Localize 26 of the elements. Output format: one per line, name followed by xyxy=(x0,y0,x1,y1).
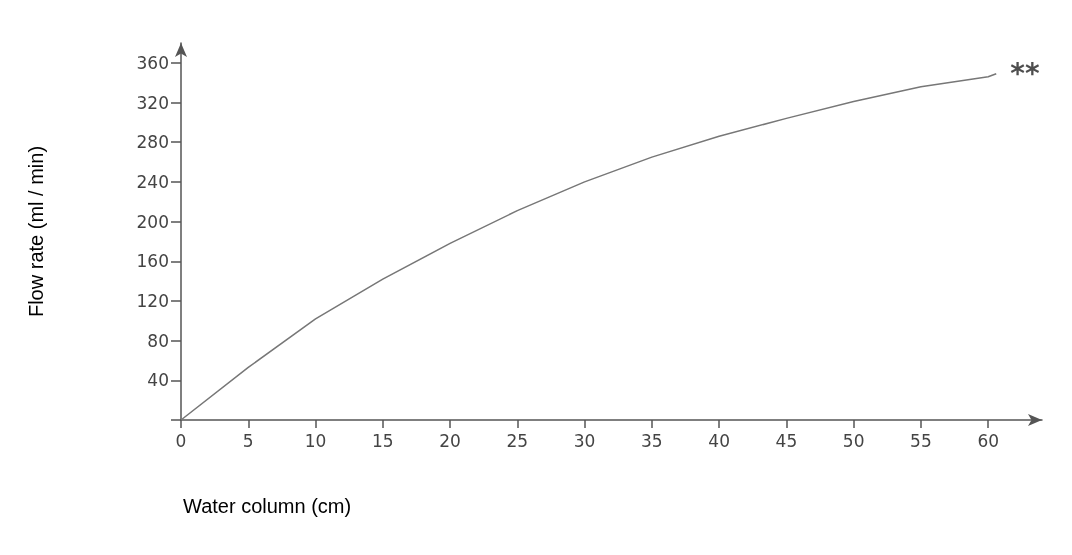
line-series xyxy=(180,73,998,421)
x-tick-label: 10 xyxy=(304,430,327,451)
annotation: ** xyxy=(1010,57,1040,91)
x-tick-label: 50 xyxy=(842,430,865,451)
x-tick-label: 5 xyxy=(242,430,254,451)
y-tick-label: 280 xyxy=(136,132,169,153)
x-tick-label: 40 xyxy=(708,430,730,451)
x-tick-label: 0 xyxy=(175,430,187,451)
x-tick-label: 15 xyxy=(371,430,394,451)
y-tick-label: 120 xyxy=(136,290,169,311)
x-tick-label: 25 xyxy=(506,430,529,451)
x-tick-label: 60 xyxy=(977,430,1000,451)
y-tick-label: 80 xyxy=(147,330,169,351)
y-tick-label: 200 xyxy=(136,211,169,232)
y-tick-label: 240 xyxy=(136,171,169,192)
y-axis-title: Flow rate (ml / min) xyxy=(25,145,47,318)
x-tick-label: 35 xyxy=(641,430,663,451)
x-tick-label: 20 xyxy=(439,430,461,451)
y-tick-label: 320 xyxy=(136,92,169,113)
x-axis-title: Water column (cm) xyxy=(183,495,352,517)
x-tick-label: 30 xyxy=(573,430,596,451)
y-tick-label: 360 xyxy=(136,52,169,73)
x-tick-label: 55 xyxy=(910,430,932,451)
y-tick-label: 160 xyxy=(136,251,169,272)
x-tick-label: 45 xyxy=(775,430,798,451)
y-tick-label: 40 xyxy=(147,370,169,391)
